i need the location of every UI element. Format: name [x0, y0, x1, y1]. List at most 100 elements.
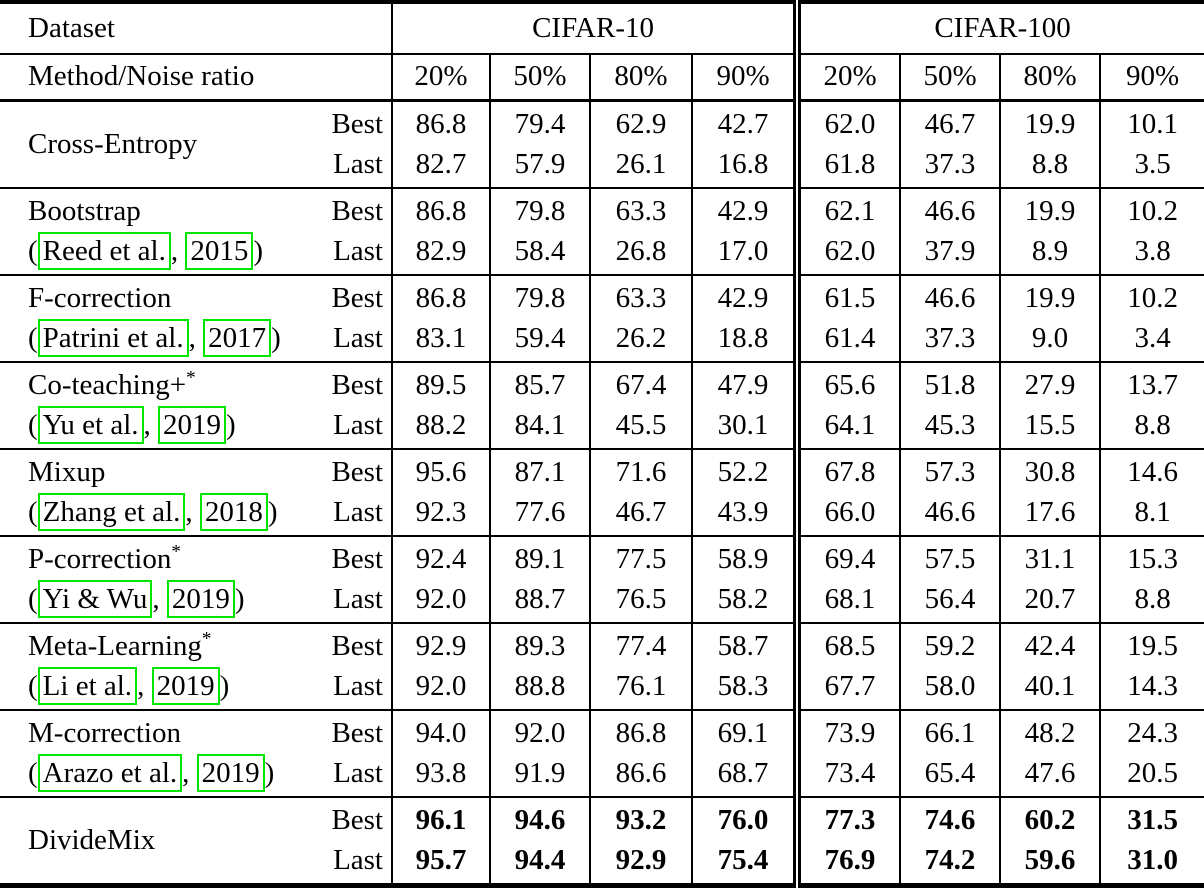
value-cell: 19.9 8.9: [999, 186, 1101, 275]
method-name: Cross-Entropy: [28, 127, 198, 160]
value-cell: 42.9 18.8: [690, 273, 798, 362]
value-cell: 77.4 76.1: [589, 621, 692, 710]
table-row-co-teaching-plus: Co-teaching+* (Yu et al., 2019) Best Las…: [0, 360, 1204, 449]
method-name: Meta-Learning*: [28, 627, 212, 662]
method-noise-header-label: Method/Noise ratio: [0, 53, 392, 100]
value-cell: 13.7 8.8: [1099, 360, 1204, 449]
value-cell: 30.8 17.6: [999, 447, 1101, 536]
value-cell: 92.0 91.9: [489, 708, 590, 797]
value-cell: 57.5 56.4: [899, 534, 1001, 623]
value-cell: 60.2 59.6: [999, 795, 1101, 885]
citation-author-link[interactable]: Li et al.: [37, 666, 138, 705]
value-cell: 87.1 77.6: [489, 447, 590, 536]
last-label: Last: [333, 843, 383, 876]
best-label: Best: [331, 716, 383, 749]
method-name: Mixup: [28, 455, 106, 488]
noise-ratio-header: 50%: [489, 53, 590, 100]
value-cell: 66.1 65.4: [899, 708, 1001, 797]
value-cell: 62.1 62.0: [793, 186, 901, 275]
last-label: Last: [333, 582, 383, 615]
last-label: Last: [333, 495, 383, 528]
method-citation: (Arazo et al., 2019): [28, 753, 308, 793]
value-cell: 46.7 37.3: [899, 98, 1001, 188]
value-cell: 68.5 67.7: [793, 621, 901, 710]
table-row-meta-learning: Meta-Learning* (Li et al., 2019) Best La…: [0, 621, 1204, 710]
value-cell: 52.2 43.9: [690, 447, 798, 536]
value-cell: 10.1 3.5: [1099, 98, 1204, 188]
asterisk-superscript: *: [186, 366, 196, 388]
value-cell: 31.1 20.7: [999, 534, 1101, 623]
best-label: Best: [331, 107, 383, 140]
citation-author-link[interactable]: Patrini et al.: [37, 318, 189, 357]
table-row-m-correction: M-correction (Arazo et al., 2019) Best L…: [0, 708, 1204, 797]
best-label: Best: [331, 542, 383, 575]
method-citation: (Yu et al., 2019): [28, 405, 308, 445]
noise-ratio-header: 90%: [1099, 53, 1204, 100]
value-cell: 48.2 47.6: [999, 708, 1101, 797]
value-cell: 19.9 8.8: [999, 98, 1101, 188]
noise-ratio-header: 20%: [793, 53, 901, 100]
cifar100-header-label: CIFAR-100: [793, 2, 1204, 54]
value-cell: 19.9 9.0: [999, 273, 1101, 362]
method-citation: (Li et al., 2019): [28, 666, 308, 706]
value-cell: 86.8 82.9: [391, 186, 490, 275]
citation-year-link[interactable]: 2015: [185, 231, 254, 270]
table-row-f-correction: F-correction (Patrini et al., 2017) Best…: [0, 273, 1204, 362]
value-cell: 61.5 61.4: [793, 273, 901, 362]
value-cell: 69.1 68.7: [690, 708, 798, 797]
method-name: Bootstrap: [28, 194, 141, 227]
value-cell: 89.1 88.7: [489, 534, 590, 623]
method-citation: (Zhang et al., 2018): [28, 492, 308, 532]
value-cell: 62.0 61.8: [793, 98, 901, 188]
noise-ratio-header: 80%: [589, 53, 692, 100]
dataset-header-label: Dataset: [28, 12, 115, 44]
value-cell: 77.3 76.9: [793, 795, 901, 885]
value-cell: 51.8 45.3: [899, 360, 1001, 449]
value-cell: 58.7 58.3: [690, 621, 798, 710]
citation-author-link[interactable]: Arazo et al.: [37, 753, 183, 792]
citation-year-link[interactable]: 2018: [199, 492, 268, 531]
value-cell: 27.9 15.5: [999, 360, 1101, 449]
value-cell: 10.2 3.8: [1099, 186, 1204, 275]
citation-year-link[interactable]: 2019: [196, 753, 265, 792]
table-row-cross-entropy: Cross-Entropy Best Last 86.8 82.7 79.4 57.…: [0, 98, 1204, 188]
value-cell: 77.5 76.5: [589, 534, 692, 623]
citation-author-link[interactable]: Yu et al.: [37, 405, 144, 444]
method-name: DivideMix: [28, 823, 156, 856]
best-label: Best: [331, 281, 383, 314]
best-label: Best: [331, 194, 383, 227]
citation-author-link[interactable]: Zhang et al.: [37, 492, 186, 531]
cifar10-header-label: CIFAR-10: [390, 2, 798, 54]
value-cell: 31.5 31.0: [1099, 795, 1204, 885]
header-row-dataset: Dataset CIFAR-10 CIFAR-100: [0, 2, 1204, 54]
value-cell: 10.2 3.4: [1099, 273, 1204, 362]
value-cell: 79.4 57.9: [489, 98, 590, 188]
method-name: F-correction: [28, 281, 172, 314]
table-row-mixup: Mixup (Zhang et al., 2018) Best Last 95.…: [0, 447, 1204, 536]
citation-year-link[interactable]: 2019: [166, 579, 235, 618]
value-cell: 63.3 26.2: [589, 273, 692, 362]
value-cell: 42.4 40.1: [999, 621, 1101, 710]
value-cell: 79.8 59.4: [489, 273, 590, 362]
value-cell: 62.9 26.1: [589, 98, 692, 188]
table-row-p-correction: P-correction* (Yi & Wu, 2019) Best Last …: [0, 534, 1204, 623]
value-cell: 15.3 8.8: [1099, 534, 1204, 623]
citation-author-link[interactable]: Yi & Wu: [37, 579, 153, 618]
value-cell: 42.9 17.0: [690, 186, 798, 275]
value-cell: 46.6 37.9: [899, 186, 1001, 275]
value-cell: 47.9 30.1: [690, 360, 798, 449]
citation-author-link[interactable]: Reed et al.: [37, 231, 171, 270]
method-citation: (Reed et al., 2015): [28, 231, 308, 271]
value-cell: 46.6 37.3: [899, 273, 1001, 362]
header-row-noise-ratio: Method/Noise ratio 20% 50% 80% 90% 20% 5…: [0, 53, 1204, 100]
citation-year-link[interactable]: 2019: [151, 666, 220, 705]
method-citation: (Yi & Wu, 2019): [28, 579, 308, 619]
last-label: Last: [333, 408, 383, 441]
value-cell: 79.8 58.4: [489, 186, 590, 275]
noise-ratio-header: 90%: [690, 53, 798, 100]
citation-year-link[interactable]: 2017: [203, 318, 272, 357]
value-cell: 67.4 45.5: [589, 360, 692, 449]
citation-year-link[interactable]: 2019: [158, 405, 227, 444]
value-cell: 73.9 73.4: [793, 708, 901, 797]
